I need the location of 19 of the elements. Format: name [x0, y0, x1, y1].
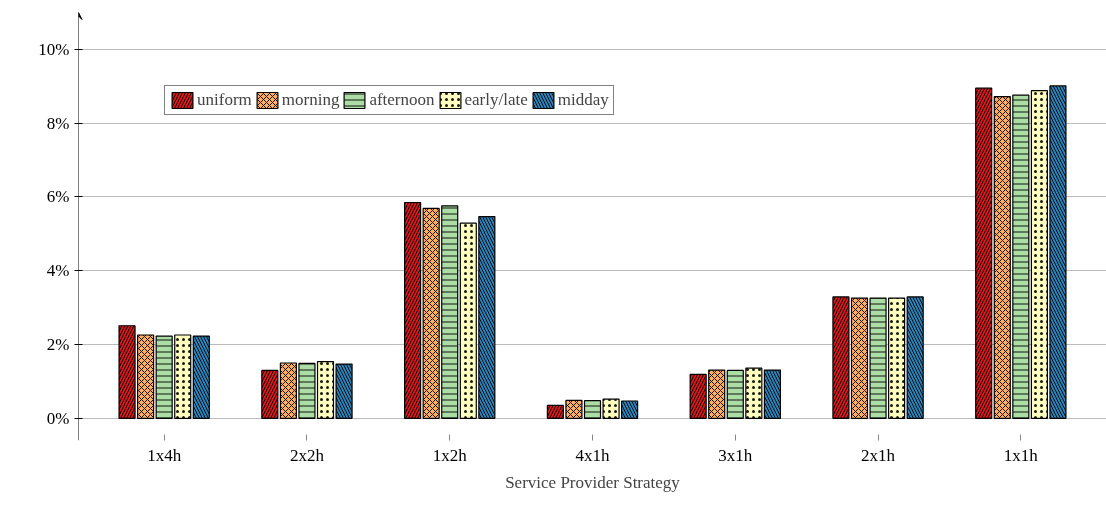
x-tick-label: 1x2h: [432, 445, 468, 465]
y-tick-label: 2%: [46, 335, 70, 355]
y-tick-label: 4%: [46, 261, 70, 281]
legend-label: early/late: [464, 90, 528, 110]
x-tick-label: 4x1h: [575, 445, 610, 465]
x-tick-label: 2x1h: [861, 445, 896, 465]
x-tick-label: 2x2h: [289, 445, 325, 465]
legend-label: uniform: [197, 90, 252, 110]
x-axis-title: Service Provider Strategy: [505, 472, 681, 492]
y-tick-label: 8%: [46, 113, 70, 133]
x-tick-label: 1x1h: [1003, 445, 1039, 465]
x-tick-label: 1x4h: [147, 445, 182, 465]
legend-label: midday: [557, 90, 609, 110]
y-tick-label: 6%: [46, 187, 70, 207]
y-tick-label: 10%: [38, 39, 70, 59]
y-tick-label: 0%: [46, 408, 70, 428]
x-tick-label: 3x1h: [718, 445, 753, 465]
legend-label: afternoon: [369, 90, 435, 110]
legend-label: morning: [281, 90, 340, 110]
